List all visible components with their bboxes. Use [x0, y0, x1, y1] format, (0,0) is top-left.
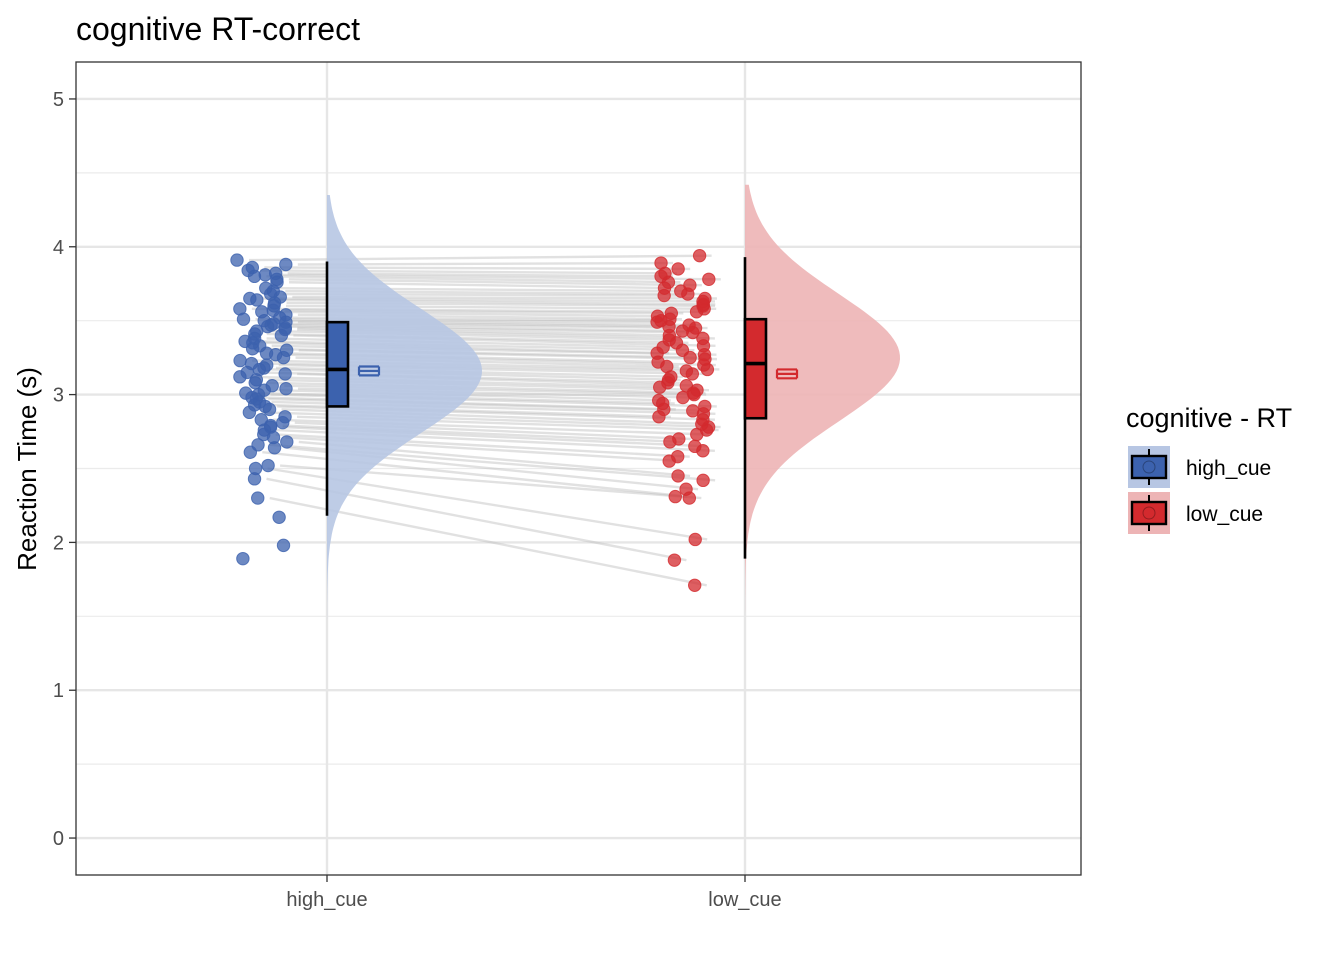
point-high_cue	[278, 367, 292, 381]
point-high_cue	[236, 312, 251, 326]
x-tick-label: low_cue	[708, 889, 781, 911]
point-high_cue	[250, 293, 264, 307]
plot-panel-border	[75, 61, 1082, 876]
point-high_cue	[236, 551, 250, 566]
boxplots	[325, 257, 799, 559]
box-low_cue	[743, 317, 768, 420]
point-low_cue	[702, 272, 716, 286]
point-low_cue	[653, 380, 667, 394]
point-high_cue	[262, 402, 277, 417]
density-cloud-high_cue	[327, 195, 482, 624]
y-tick-label: 1	[53, 680, 64, 702]
legend-label-high_cue: high_cue	[1186, 457, 1271, 480]
paired-line	[248, 254, 712, 262]
point-low_cue	[696, 473, 710, 488]
point-high_cue	[247, 472, 262, 486]
point-low_cue	[688, 532, 702, 547]
point-high_cue	[261, 458, 275, 473]
box-high_cue	[325, 320, 350, 408]
point-low_cue	[683, 350, 697, 365]
point-high_cue	[247, 269, 262, 284]
point-high_cue	[230, 253, 244, 267]
point-high_cue	[233, 370, 247, 384]
point-low_cue	[687, 387, 701, 402]
point-low_cue	[667, 553, 682, 567]
point-low_cue	[700, 362, 715, 377]
point-low_cue	[663, 435, 677, 449]
y-tick-label: 3	[53, 385, 64, 407]
point-low_cue	[676, 390, 690, 405]
point-low_cue	[692, 248, 707, 263]
point-high_cue	[243, 445, 258, 459]
point-low_cue	[686, 325, 700, 340]
point-low_cue	[657, 288, 671, 303]
point-low_cue	[690, 427, 704, 442]
point-high_cue	[276, 538, 291, 553]
point-low_cue	[662, 454, 676, 468]
y-tick-label: 0	[53, 828, 64, 850]
density-clouds	[327, 184, 900, 661]
point-high_cue	[279, 257, 293, 272]
point-low_cue	[671, 262, 685, 276]
point-high_cue	[272, 510, 286, 524]
point-high_cue	[251, 491, 265, 505]
point-high_cue	[280, 435, 294, 449]
legend-title: cognitive - RT	[1126, 403, 1292, 433]
density-cloud-low_cue	[745, 184, 900, 661]
point-low_cue	[681, 287, 695, 301]
point-low_cue	[652, 410, 666, 424]
point-low_cue	[671, 469, 685, 483]
point-low_cue	[688, 578, 702, 592]
y-tick-label: 2	[53, 532, 64, 554]
x-tick-label: high_cue	[286, 889, 367, 911]
point-high_cue	[274, 328, 289, 343]
point-low_cue	[650, 315, 664, 329]
point-low_cue	[682, 491, 697, 505]
data-points	[230, 248, 716, 592]
axes: 0 1 2 3 4 5 high_cue low_cue	[53, 89, 782, 911]
point-high_cue	[245, 342, 260, 356]
paired-line	[269, 496, 707, 587]
point-low_cue	[689, 305, 704, 319]
legend: cognitive - RT high_cue low_cue	[1126, 403, 1292, 534]
paired-lines	[248, 254, 721, 587]
legend-label-low_cue: low_cue	[1186, 503, 1263, 526]
point-high_cue	[276, 415, 290, 430]
legend-key-point-high_cue	[1142, 460, 1156, 474]
point-low_cue	[685, 367, 700, 381]
point-high_cue	[279, 381, 293, 396]
y-tick-label: 4	[53, 237, 64, 259]
point-low_cue	[696, 444, 710, 458]
chart-title: cognitive RT-correct	[76, 11, 360, 47]
point-high_cue	[233, 353, 247, 368]
y-tick-label: 5	[53, 89, 64, 111]
point-high_cue	[242, 405, 257, 420]
point-high_cue	[276, 350, 291, 365]
point-low_cue	[668, 489, 682, 504]
point-high_cue	[267, 441, 282, 455]
legend-key-point-low_cue	[1142, 506, 1156, 520]
paired-line	[255, 318, 670, 324]
y-axis-title: Reaction Time (s)	[12, 367, 42, 571]
